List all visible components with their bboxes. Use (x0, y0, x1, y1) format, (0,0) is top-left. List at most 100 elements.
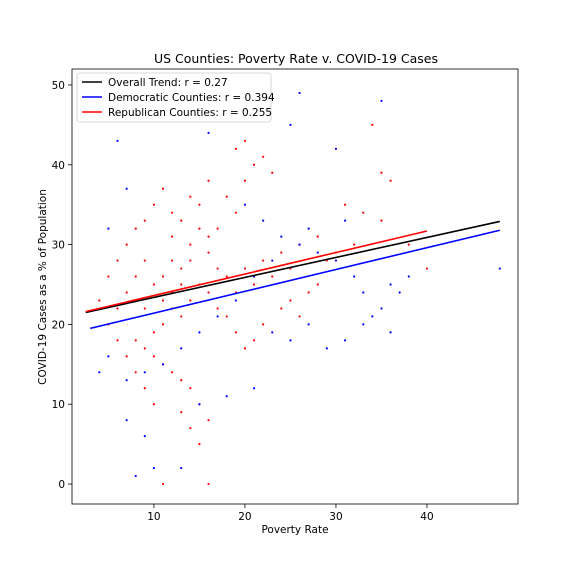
republican-point (180, 379, 183, 382)
republican-point (134, 275, 137, 278)
democratic-point (343, 219, 347, 222)
democratic-point (125, 187, 128, 190)
legend: Overall Trend: r = 0.27 Democratic Count… (76, 72, 275, 123)
republican-point (216, 227, 219, 230)
republican-point (189, 427, 192, 430)
democratic-point (271, 331, 274, 334)
democratic-point (353, 275, 356, 278)
republican-point (161, 299, 165, 302)
republican-point (161, 187, 165, 190)
y-tick-label: 30 (52, 240, 65, 252)
republican-point (152, 283, 156, 286)
chart-title: US Counties: Poverty Rate v. COVID-19 Ca… (154, 51, 438, 66)
democratic-point (289, 123, 292, 126)
democratic-point (380, 307, 383, 310)
democratic-point (143, 435, 146, 438)
republican-point (125, 243, 128, 246)
republican-point (161, 323, 165, 326)
republican-point (125, 355, 128, 358)
democratic-point (307, 227, 310, 230)
republican-point (152, 355, 156, 358)
x-tick-label: 30 (329, 511, 342, 523)
republican-point (280, 251, 283, 254)
democratic-point (134, 474, 137, 478)
republican-point (152, 331, 156, 334)
legend-label-democratic: Democratic Counties: r = 0.394 (108, 92, 275, 104)
republican-point (271, 171, 274, 174)
legend-label-republican: Republican Counties: r = 0.255 (108, 107, 272, 119)
republican-trend-line (85, 230, 428, 313)
democratic-point (298, 243, 301, 246)
republican-point (143, 307, 146, 310)
republican-point (180, 219, 183, 222)
x-axis-label: Poverty Rate (261, 524, 328, 536)
democratic-point (143, 371, 146, 374)
republican-point (198, 203, 201, 206)
republican-point (207, 179, 210, 182)
republican-point (207, 251, 210, 254)
x-tick-label: 20 (238, 511, 251, 523)
democratic-point (98, 371, 101, 374)
republican-point (380, 219, 383, 222)
democratic-point (316, 251, 319, 254)
republican-point (252, 339, 256, 342)
x-axis-ticks: 10 20 30 40 (147, 504, 434, 523)
republican-point (380, 171, 383, 174)
republican-point (280, 307, 283, 310)
republican-point (207, 419, 210, 422)
democratic-point (216, 315, 219, 318)
legend-box (76, 72, 272, 123)
plot-area (72, 69, 518, 504)
republican-point (343, 203, 347, 206)
democratic-point (225, 395, 228, 398)
democratic-point (152, 466, 156, 470)
republican-point (243, 139, 247, 142)
democratic-point (343, 339, 347, 342)
democratic-point (262, 219, 265, 222)
democratic-point (389, 283, 392, 286)
democratic-point (161, 363, 165, 366)
democratic-point (380, 99, 383, 103)
democratic-point (125, 419, 128, 422)
republican-point (189, 259, 192, 262)
democratic-point (298, 91, 301, 95)
y-tick-label: 50 (52, 80, 65, 92)
trend-lines (85, 220, 500, 330)
democratic-point (243, 203, 247, 206)
legend-label-overall: Overall Trend: r = 0.27 (108, 77, 228, 89)
republican-point (98, 299, 101, 302)
republican-point (262, 155, 265, 158)
republican-point (289, 299, 292, 302)
republican-point (143, 259, 146, 262)
republican-point (216, 267, 219, 270)
democratic-point (398, 291, 401, 294)
democratic-point (107, 227, 110, 230)
democratic-point (289, 339, 292, 342)
democratic-point (271, 259, 274, 262)
republican-point (116, 259, 119, 262)
democratic-point (207, 131, 210, 134)
democratic-point (362, 323, 365, 326)
republican-point (243, 179, 247, 182)
republican-point (189, 243, 192, 246)
republican-point (107, 275, 110, 278)
y-tick-label: 10 (52, 399, 65, 411)
scatter-points (98, 91, 501, 486)
republican-point (180, 411, 183, 414)
republican-point (116, 307, 119, 310)
republican-point (262, 323, 265, 326)
democratic-point (234, 299, 237, 302)
republican-point (234, 147, 237, 150)
republican-point (161, 275, 165, 278)
plot-frame (71, 68, 519, 505)
republican-point (152, 203, 156, 206)
democratic-point (107, 355, 110, 358)
republican-point (234, 211, 237, 214)
republican-point (134, 371, 137, 374)
republican-point (171, 235, 174, 238)
republican-point (207, 482, 210, 486)
republican-point (189, 387, 192, 390)
x-tick-label: 10 (147, 511, 160, 523)
republican-point (262, 259, 265, 262)
